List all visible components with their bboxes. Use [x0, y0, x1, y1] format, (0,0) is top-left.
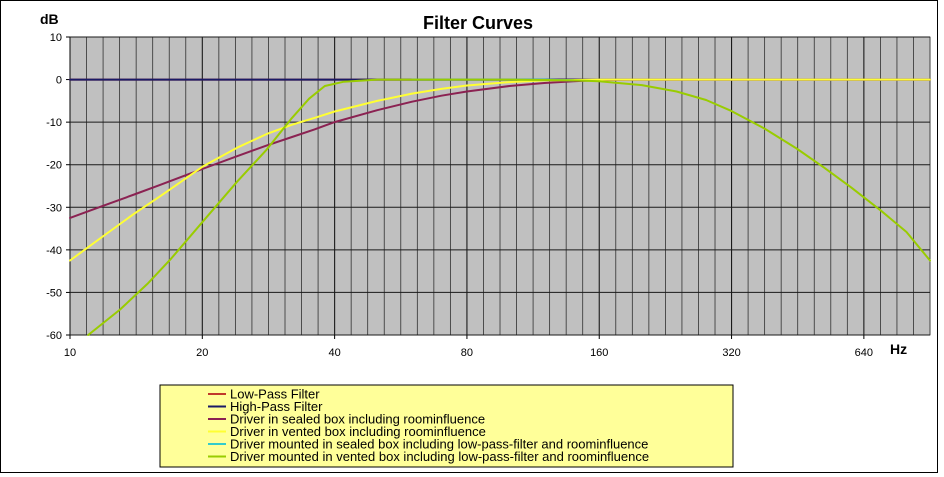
legend-label: High-Pass Filter	[230, 399, 323, 414]
x-axis-unit: Hz	[890, 341, 907, 357]
x-tick-label: 320	[722, 347, 740, 359]
y-tick-label: -10	[46, 117, 62, 129]
x-tick-label: 40	[328, 347, 340, 359]
grid-lines	[69, 36, 931, 336]
y-tick-label: -20	[46, 160, 62, 172]
x-tick-label: 80	[461, 347, 473, 359]
x-tick-label: 20	[196, 347, 208, 359]
y-tick-label: 0	[56, 75, 62, 87]
x-tick-label: 160	[590, 347, 608, 359]
y-tick-label: -50	[46, 287, 62, 299]
y-tick-label: 10	[50, 32, 62, 44]
legend-label: Driver in vented box including roominflu…	[230, 424, 486, 439]
y-tick-label: -60	[46, 330, 62, 342]
legend-box	[159, 384, 734, 468]
series-group	[69, 78, 931, 336]
chart-title: Filter Curves	[423, 13, 533, 33]
x-tick-label: 10	[64, 347, 76, 359]
legend-label: Driver mounted in sealed box including l…	[230, 437, 648, 452]
legend-label: Driver mounted in vented box including l…	[230, 449, 649, 464]
x-tick-label: 640	[855, 347, 873, 359]
legend-label: Low-Pass Filter	[230, 387, 320, 402]
x-axis-ticks: 10 20 40 80 160 320 640	[64, 335, 873, 359]
y-axis-ticks: 10 0 -10 -20 -30 -40 -50 -60	[46, 32, 70, 342]
series-line-6	[87, 78, 931, 336]
y-tick-label: -40	[46, 245, 62, 257]
y-axis-unit: dB	[40, 11, 59, 27]
y-tick-label: -30	[46, 202, 62, 214]
legend-label: Driver in sealed box including roominflu…	[230, 412, 485, 427]
